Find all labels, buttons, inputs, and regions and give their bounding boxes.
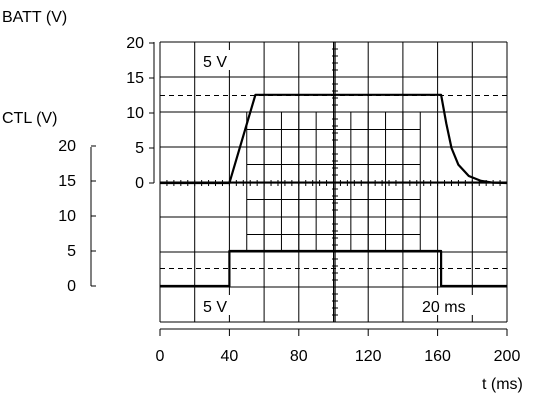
x-tick-label: 80 — [290, 348, 308, 365]
x-tick-label: 0 — [156, 348, 165, 365]
batt-tick-label: 0 — [135, 175, 144, 192]
batt-tick-label: 10 — [126, 105, 144, 122]
batt-tick-label: 20 — [126, 35, 144, 52]
ctl-trace — [160, 249, 507, 288]
batt-scale-backdrop — [200, 50, 242, 70]
batt-trace — [160, 93, 508, 185]
ctl-tick-label: 10 — [58, 208, 76, 225]
ctl-tick-label: 5 — [67, 243, 76, 260]
ctl-scale-backdrop — [200, 295, 242, 315]
ctl-axis-title: CTL (V) — [2, 110, 57, 127]
ctl-tick-label: 15 — [58, 173, 76, 190]
batt-tick-label: 15 — [126, 70, 144, 87]
chart-traces — [160, 93, 508, 288]
batt-tick-label: 5 — [135, 140, 144, 157]
chart-labels: BATT (V) CTL (V) t (ms) 5 V 5 V 20 ms — [2, 9, 523, 393]
batt-axis-title: BATT (V) — [2, 9, 67, 26]
ctl-tick-label: 20 — [58, 138, 76, 155]
batt-scale-annotation: 5 V — [203, 54, 227, 71]
x-axis-title: t (ms) — [482, 376, 523, 393]
time-scale-annotation: 20 ms — [422, 299, 466, 316]
ctl-tick-label: 0 — [67, 278, 76, 295]
ctl-scale-annotation: 5 V — [203, 299, 227, 316]
chart-grid — [159, 41, 508, 323]
x-tick-label: 200 — [494, 348, 521, 365]
time-scale-backdrop — [419, 295, 481, 315]
x-tick-label: 40 — [221, 348, 239, 365]
x-tick-label: 160 — [424, 348, 451, 365]
x-tick-label: 120 — [355, 348, 382, 365]
